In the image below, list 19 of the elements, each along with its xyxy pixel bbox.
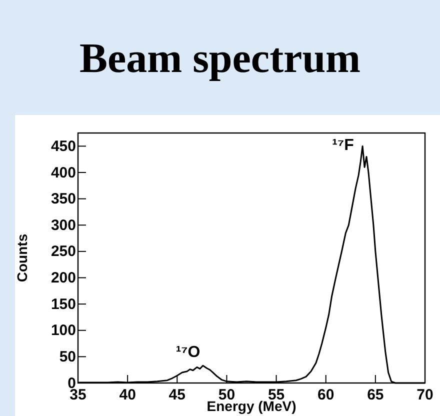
x-tick-label: 65 bbox=[367, 386, 384, 404]
x-tick-label: 40 bbox=[119, 386, 136, 404]
x-tick-label: 70 bbox=[416, 386, 434, 404]
x-tick-label: 60 bbox=[318, 386, 334, 404]
y-tick-label: 250 bbox=[50, 243, 76, 260]
y-tick-label: 450 bbox=[50, 138, 76, 155]
y-tick-label: 200 bbox=[50, 270, 76, 287]
annotation: ¹⁷O bbox=[176, 344, 200, 361]
y-tick-label: 150 bbox=[50, 296, 76, 313]
x-tick-label: 50 bbox=[218, 386, 236, 404]
annotation: ¹⁷F bbox=[332, 137, 354, 154]
y-tick-label: 400 bbox=[50, 164, 76, 182]
y-axis-title: Counts bbox=[14, 234, 30, 282]
y-tick-label: 350 bbox=[50, 190, 76, 208]
chart-title: Beam spectrum bbox=[79, 36, 361, 82]
y-tick-label: 100 bbox=[50, 322, 76, 340]
x-tick-label: 45 bbox=[168, 386, 186, 404]
y-tick-label: 50 bbox=[59, 348, 76, 366]
y-tick-label: 300 bbox=[50, 216, 76, 234]
